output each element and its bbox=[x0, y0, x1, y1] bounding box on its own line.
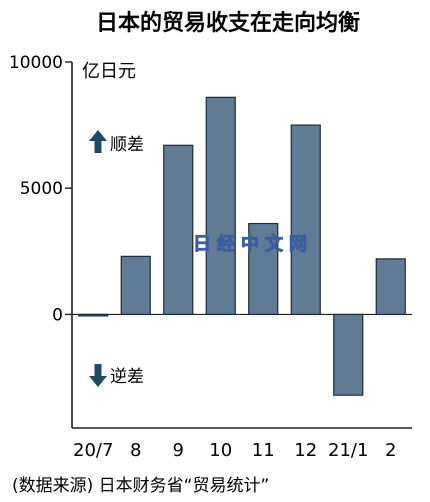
source-note: (数据来源) 日本财务省“贸易统计” bbox=[12, 476, 269, 496]
chart-title: 日本的贸易收支在走向均衡 bbox=[96, 10, 360, 36]
deficit-label: 逆差 bbox=[110, 367, 144, 387]
bar-11 bbox=[248, 222, 279, 316]
x-tick-label: 9 bbox=[173, 440, 184, 461]
y-tick-labels: 10000 5000 0 bbox=[9, 53, 72, 325]
x-tick-label: 8 bbox=[130, 440, 141, 461]
surplus-label: 顺差 bbox=[110, 135, 144, 155]
bar-8 bbox=[120, 255, 151, 316]
bar-10 bbox=[205, 96, 236, 316]
bar-12 bbox=[290, 124, 321, 316]
y-tick-label: 5000 bbox=[20, 179, 63, 199]
deficit-annotation: 逆差 bbox=[89, 364, 144, 387]
x-tick-labels: 20/7 8 9 10 11 12 21/1 2 bbox=[73, 440, 396, 461]
unit-label: 亿日元 bbox=[82, 61, 136, 82]
x-tick-label: 2 bbox=[385, 440, 396, 461]
x-tick-label: 10 bbox=[209, 440, 232, 461]
x-tick-label: 12 bbox=[294, 440, 317, 461]
bar-2 bbox=[375, 258, 406, 316]
watermark: 日经中文网 bbox=[193, 233, 313, 255]
bars bbox=[78, 96, 406, 396]
y-tick-label: 10000 bbox=[9, 53, 63, 73]
down-arrow-icon bbox=[89, 364, 107, 387]
up-arrow-icon bbox=[89, 130, 107, 153]
bar-20-7 bbox=[78, 313, 109, 317]
y-tick-label: 0 bbox=[52, 305, 63, 325]
x-tick-label: 11 bbox=[252, 440, 275, 461]
x-tick-label: 20/7 bbox=[73, 440, 113, 461]
x-tick-label: 21/1 bbox=[328, 440, 368, 461]
bar-9 bbox=[163, 144, 194, 316]
surplus-annotation: 顺差 bbox=[89, 130, 144, 155]
bar-21-1 bbox=[333, 313, 364, 396]
